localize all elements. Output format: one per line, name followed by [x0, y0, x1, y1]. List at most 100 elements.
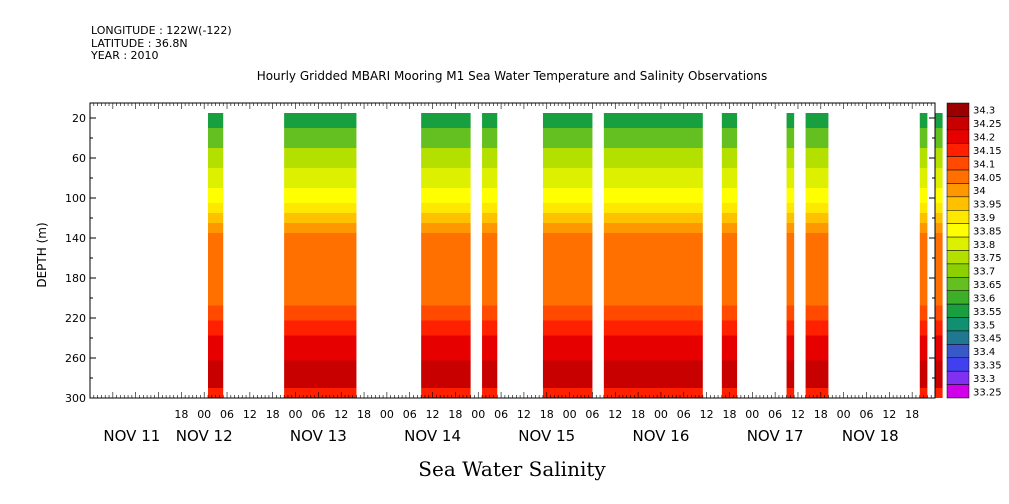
data-band: [919, 233, 928, 268]
data-band: [482, 148, 498, 168]
data-band: [919, 203, 928, 213]
data-band: [805, 148, 829, 168]
data-band: [721, 188, 738, 203]
data-band: [482, 388, 498, 398]
x-hour-label: 12: [700, 408, 714, 421]
data-band: [721, 268, 738, 306]
data-band: [542, 213, 593, 223]
colorbar-swatch: [946, 142, 970, 157]
colorbar-swatch: [946, 169, 970, 184]
colorbar-swatch: [946, 102, 970, 117]
data-band: [786, 188, 795, 203]
data-band: [284, 148, 357, 168]
data-band: [542, 335, 593, 361]
y-tick-label: 100: [65, 192, 86, 205]
data-band: [786, 223, 795, 233]
data-band: [919, 388, 928, 398]
colorbar-swatch: [946, 384, 970, 399]
colorbar-label: 34: [973, 186, 986, 197]
x-axis-label: Sea Water Salinity: [418, 457, 606, 481]
x-hour-label: 06: [494, 408, 508, 421]
data-band: [603, 223, 703, 233]
x-hour-label: 18: [357, 408, 371, 421]
data-band: [421, 268, 471, 306]
chart-title: Hourly Gridded MBARI Mooring M1 Sea Wate…: [257, 69, 768, 83]
data-band: [721, 168, 738, 188]
data-band: [542, 388, 593, 398]
data-band: [935, 113, 943, 128]
data-band: [786, 360, 795, 388]
colorbar-label: 33.95: [973, 200, 1002, 211]
data-band: [482, 223, 498, 233]
x-hour-label: 12: [243, 408, 257, 421]
data-band: [919, 360, 928, 388]
data-band: [207, 268, 224, 306]
y-axis-label: DEPTH (m): [35, 222, 49, 287]
data-band: [421, 223, 471, 233]
data-band: [786, 203, 795, 213]
colorbar-label: 33.5: [973, 320, 995, 331]
x-hour-label: 06: [677, 408, 691, 421]
colorbar-swatch: [946, 344, 970, 359]
plot-area: 20 60 100 140 180 220 260 300 18 00 06 12 18 00 06 12 18…: [65, 102, 943, 445]
data-band: [919, 320, 928, 336]
data-band: [482, 320, 498, 336]
colorbar-swatch: [946, 210, 970, 224]
x-hour-label: 00: [197, 408, 211, 421]
data-band: [721, 113, 738, 128]
longitude-label: LONGITUDE : 122W(-122): [91, 24, 232, 37]
data-band: [786, 335, 795, 361]
x-hour-label: 06: [403, 408, 417, 421]
colorbar-label: 33.75: [973, 253, 1002, 264]
data-band: [805, 168, 829, 188]
data-band: [284, 335, 357, 361]
data-band: [207, 335, 224, 361]
data-band: [207, 213, 224, 223]
data-band: [482, 268, 498, 306]
colorbar-swatch: [946, 250, 970, 265]
data-band: [284, 360, 357, 388]
data-band: [786, 320, 795, 336]
x-hour-label: 00: [289, 408, 303, 421]
y-tick-label: 60: [72, 152, 86, 165]
data-band: [805, 223, 829, 233]
data-band: [935, 388, 943, 398]
x-hour-label: 18: [448, 408, 462, 421]
data-band: [542, 360, 593, 388]
data-band: [542, 305, 593, 321]
data-band: [542, 223, 593, 233]
x-hour-label: 00: [837, 408, 851, 421]
y-tick-label: 180: [65, 272, 86, 285]
data-band: [805, 360, 829, 388]
data-band: [207, 223, 224, 233]
data-band: [919, 223, 928, 233]
colorbar-label: 34.15: [973, 146, 1002, 157]
data-band: [284, 213, 357, 223]
colorbar-swatch: [946, 277, 970, 291]
data-band: [935, 203, 943, 213]
data-band: [284, 233, 357, 268]
data-band: [207, 320, 224, 336]
colorbar-label: 34.25: [973, 119, 1002, 130]
data-band: [919, 305, 928, 321]
x-hour-label: 06: [768, 408, 782, 421]
data-band: [207, 233, 224, 268]
colorbar-label: 33.45: [973, 334, 1002, 345]
data-band: [207, 360, 224, 388]
data-band: [786, 268, 795, 306]
colorbar-swatch: [946, 129, 970, 144]
y-tick-label: 260: [65, 352, 86, 365]
data-band: [207, 388, 224, 398]
colorbar-swatch: [946, 290, 970, 305]
x-hour-label: 12: [791, 408, 805, 421]
colorbar-swatch: [946, 357, 970, 372]
x-hour-label: 06: [859, 408, 873, 421]
data-band: [919, 213, 928, 223]
data-band: [207, 113, 224, 128]
data-band: [421, 388, 471, 398]
data-band: [284, 305, 357, 321]
data-band: [542, 168, 593, 188]
data-band: [919, 168, 928, 188]
data-band: [786, 305, 795, 321]
data-band: [482, 360, 498, 388]
